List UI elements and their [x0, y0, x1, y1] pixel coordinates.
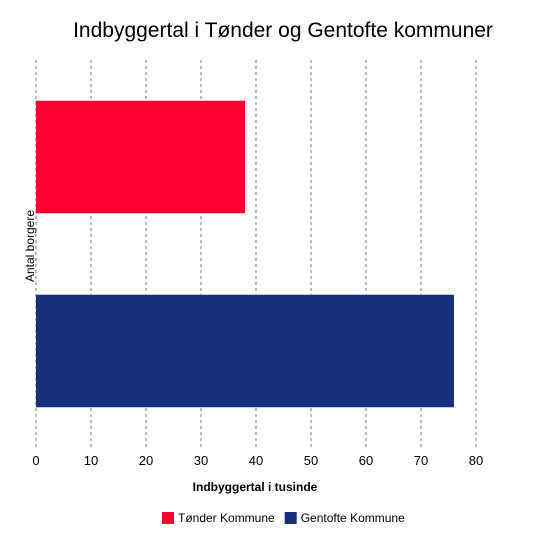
x-tick-label-80: 80 [469, 453, 483, 468]
x-tick-label-10: 10 [84, 453, 98, 468]
x-tick-label-70: 70 [414, 453, 428, 468]
x-tick-label-40: 40 [249, 453, 263, 468]
y-axis-title: Antal borgere [23, 210, 37, 282]
bars [36, 100, 454, 408]
x-tick-label-20: 20 [139, 453, 153, 468]
x-tick-label-30: 30 [194, 453, 208, 468]
legend-label-2: Gentofte Kommune [301, 511, 405, 525]
x-axis-ticks: 0 10 20 30 40 50 60 70 80 [32, 453, 483, 468]
bar-2 [36, 294, 454, 408]
x-axis-title: Indbyggertal i tusinde [193, 480, 318, 494]
x-tick-label-60: 60 [359, 453, 373, 468]
legend-label-1: Tønder Kommune [178, 511, 275, 525]
x-tick-label-0: 0 [32, 453, 39, 468]
x-tick-label-50: 50 [304, 453, 318, 468]
bar-1 [36, 100, 245, 214]
chart-title: Indbyggertal i Tønder og Gentofte kommun… [73, 19, 493, 42]
legend-swatch-2 [284, 512, 297, 524]
gridlines [35, 60, 477, 448]
legend: Tønder Kommune Gentofte Kommune [162, 511, 405, 525]
legend-swatch-1 [162, 512, 174, 524]
